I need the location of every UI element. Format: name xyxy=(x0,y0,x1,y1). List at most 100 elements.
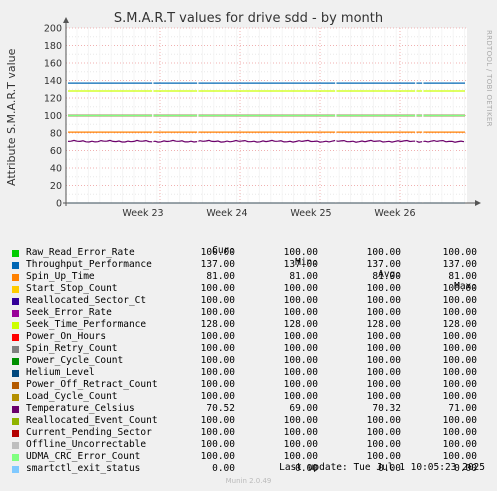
legend-row: Spin_Retry_Count 100.00 100.00 100.00 100.00 xyxy=(8,343,493,355)
legend-swatch xyxy=(12,334,19,341)
x-tick-label: Week 26 xyxy=(374,208,415,219)
legend-cur-value: 100.00 xyxy=(200,343,235,354)
y-tick-label: 0 xyxy=(56,199,62,210)
x-tick-label: Week 24 xyxy=(206,208,247,219)
legend-avg-value: 100.00 xyxy=(366,415,401,426)
legend-avg-value: 100.00 xyxy=(366,379,401,390)
legend-swatch xyxy=(12,358,19,365)
legend-swatch xyxy=(12,310,19,317)
legend-min-value: 100.00 xyxy=(283,247,318,258)
legend-min-value: 100.00 xyxy=(283,355,318,366)
legend-max-value: 81.00 xyxy=(448,271,477,282)
legend-max-value: 100.00 xyxy=(442,355,477,366)
legend-min-value: 137.00 xyxy=(283,259,318,270)
legend-cur-value: 100.00 xyxy=(200,331,235,342)
legend-avg-value: 100.00 xyxy=(366,427,401,438)
legend-max-value: 100.00 xyxy=(442,415,477,426)
legend-swatch xyxy=(12,466,19,473)
legend-cur-value: 0.00 xyxy=(212,463,235,474)
data-gap xyxy=(197,68,199,203)
legend-avg-value: 137.00 xyxy=(366,259,401,270)
legend-swatch xyxy=(12,262,19,269)
legend-cur-value: 100.00 xyxy=(200,427,235,438)
legend-min-value: 100.00 xyxy=(283,331,318,342)
legend-row: Spin_Up_Time 81.00 81.00 81.00 81.00 xyxy=(8,271,493,283)
legend-max-value: 100.00 xyxy=(442,343,477,354)
y-tick-label: 40 xyxy=(50,164,62,175)
legend-avg-value: 100.00 xyxy=(366,439,401,450)
data-gap xyxy=(335,68,337,203)
legend-cur-value: 137.00 xyxy=(200,259,235,270)
legend-min-value: 81.00 xyxy=(289,271,318,282)
legend-max-value: 100.00 xyxy=(442,391,477,402)
legend-min-value: 100.00 xyxy=(283,415,318,426)
legend-avg-value: 100.00 xyxy=(366,331,401,342)
legend-row: Power_On_Hours 100.00 100.00 100.00 100.00 xyxy=(8,331,493,343)
legend-avg-value: 100.00 xyxy=(366,343,401,354)
legend-series-name: Throughput_Performance xyxy=(26,259,152,270)
legend-avg-value: 100.00 xyxy=(366,307,401,318)
legend-series-name: Spin_Retry_Count xyxy=(26,343,118,354)
y-tick-label: 120 xyxy=(44,94,62,105)
legend-max-value: 100.00 xyxy=(442,367,477,378)
legend-min-value: 0.00 xyxy=(295,463,318,474)
munin-version: Munin 2.0.49 xyxy=(225,477,272,485)
legend-swatch xyxy=(12,418,19,425)
legend-row: Raw_Read_Error_Rate 100.00 100.00 100.00 100… xyxy=(8,247,493,259)
legend-avg-value: 100.00 xyxy=(366,295,401,306)
legend-cur-value: 100.00 xyxy=(200,391,235,402)
legend-avg-value: 100.00 xyxy=(366,283,401,294)
legend-avg-value: 81.00 xyxy=(372,271,401,282)
y-tick-label: 60 xyxy=(50,146,62,157)
y-tick-label: 80 xyxy=(50,129,62,140)
legend-series-name: smartctl_exit_status xyxy=(26,463,141,474)
cur-header: Cur: xyxy=(212,245,235,256)
legend-max-value: 137.00 xyxy=(442,259,477,270)
legend-series-name: Temperature_Celsius xyxy=(26,403,135,414)
legend-cur-value: 100.00 xyxy=(200,451,235,462)
legend-cur-value: 81.00 xyxy=(206,271,235,282)
legend-row: Helium_Level 100.00 100.00 100.00 100.00 xyxy=(8,367,493,379)
legend-max-value: 100.00 xyxy=(442,427,477,438)
legend-cur-value: 100.00 xyxy=(200,439,235,450)
legend-series-name: Current_Pending_Sector xyxy=(26,427,152,438)
legend-row: Current_Pending_Sector 100.00 100.00 100.00… xyxy=(8,427,493,439)
legend-max-value: 100.00 xyxy=(442,451,477,462)
legend-series-name: Seek_Error_Rate xyxy=(26,307,112,318)
y-tick-label: 140 xyxy=(44,76,62,87)
legend-row: Reallocated_Event_Count 100.00 100.00 100.0… xyxy=(8,415,493,427)
last-update: Last update: Tue Jul 1 10:05:23 2025 xyxy=(279,462,485,473)
legend-header-row: Cur: Min: Avg: Max: xyxy=(8,233,493,292)
legend-swatch xyxy=(12,442,19,449)
legend-avg-value: 100.00 xyxy=(366,451,401,462)
data-gap xyxy=(415,68,417,203)
legend-avg-value: 128.00 xyxy=(366,319,401,330)
legend-max-value: 100.00 xyxy=(442,295,477,306)
legend-max-value: 100.00 xyxy=(442,307,477,318)
series-line xyxy=(67,139,465,143)
legend-cur-value: 100.00 xyxy=(200,355,235,366)
legend-cur-value: 100.00 xyxy=(200,307,235,318)
y-tick-label: 180 xyxy=(44,41,62,52)
legend-cur-value: 128.00 xyxy=(200,319,235,330)
chart-title: S.M.A.R.T values for drive sdd - by mont… xyxy=(113,11,384,26)
legend-row: Temperature_Celsius 70.52 69.00 70.32 71.00 xyxy=(8,403,493,415)
legend-max-value: 100.00 xyxy=(442,331,477,342)
legend-row: Seek_Error_Rate 100.00 100.00 100.00 100.00 xyxy=(8,307,493,319)
legend-max-value: 71.00 xyxy=(448,403,477,414)
legend-series-name: Spin_Up_Time xyxy=(26,271,95,282)
legend-swatch xyxy=(12,274,19,281)
legend-swatch xyxy=(12,382,19,389)
x-tick-label: Week 25 xyxy=(290,208,331,219)
legend-swatch xyxy=(12,322,19,329)
legend-row: Power_Cycle_Count 100.00 100.00 100.00 100.0… xyxy=(8,355,493,367)
legend-cur-value: 100.00 xyxy=(200,367,235,378)
legend-series-name: Power_Off_Retract_Count xyxy=(26,379,158,390)
legend-avg-value: 100.00 xyxy=(366,247,401,258)
legend-swatch xyxy=(12,370,19,377)
x-tick-label: Week 23 xyxy=(122,208,163,219)
legend-avg-value: 100.00 xyxy=(366,367,401,378)
y-tick-label: 20 xyxy=(50,181,62,192)
legend-avg-value: 70.32 xyxy=(372,403,401,414)
legend-min-value: 100.00 xyxy=(283,343,318,354)
